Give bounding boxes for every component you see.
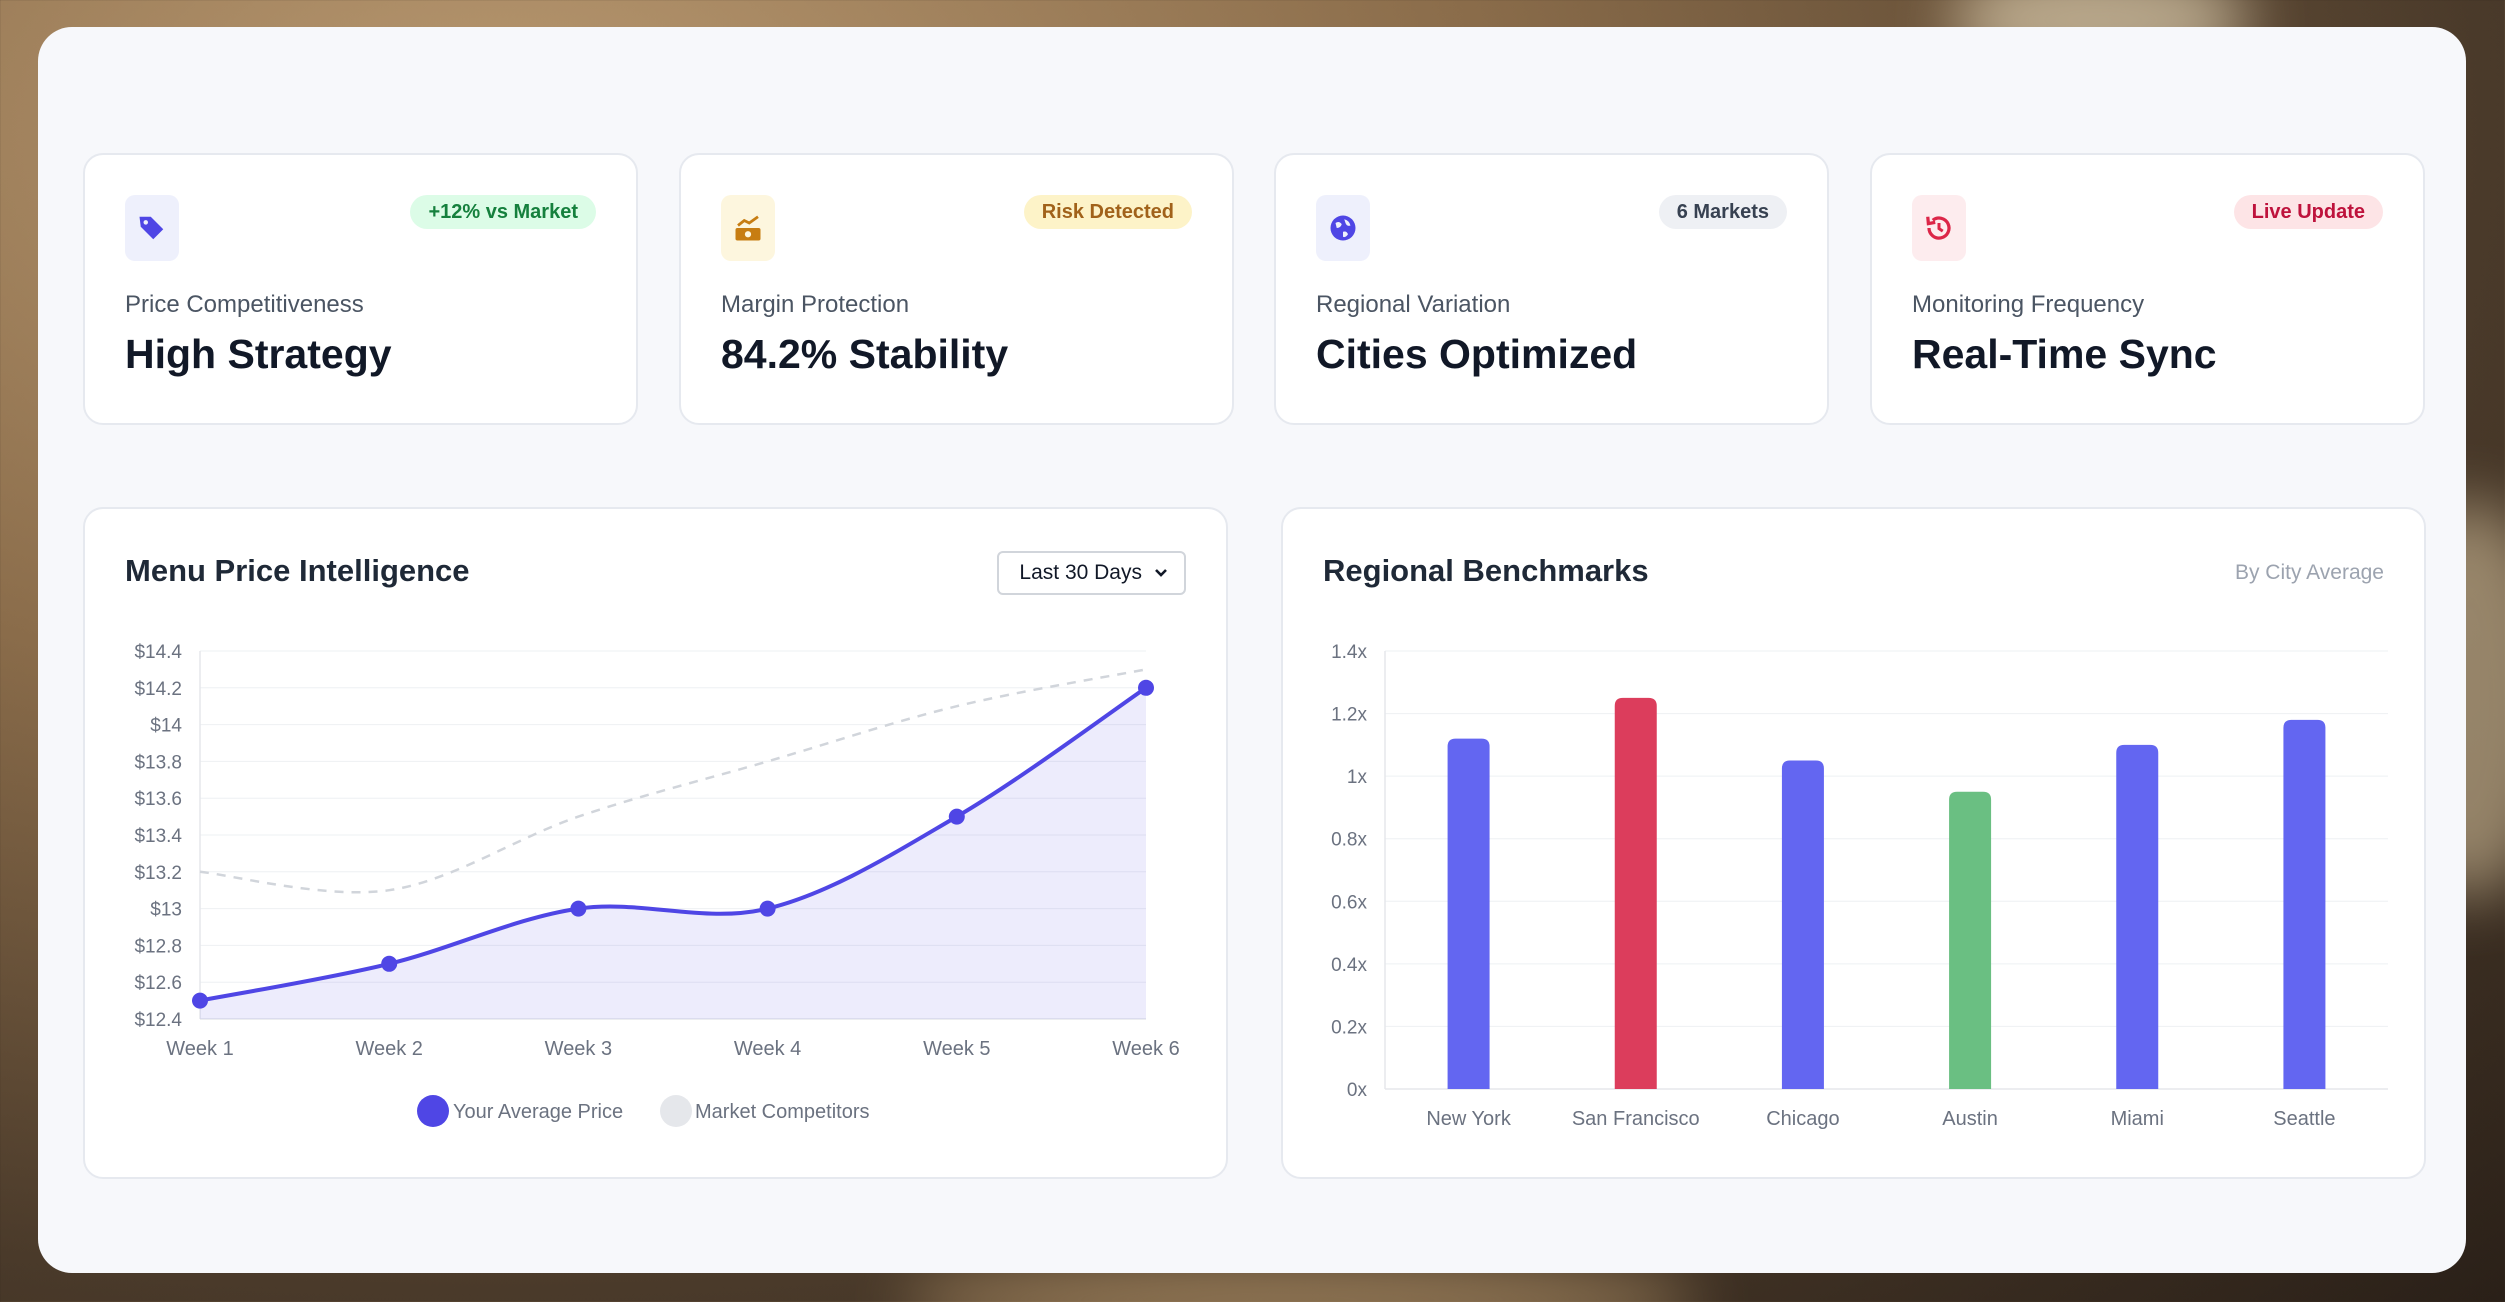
y-tick-label: 1.4x	[1331, 642, 1367, 663]
kpi-badge: +12% vs Market	[410, 195, 596, 229]
y-tick-label: $12.6	[134, 973, 182, 994]
x-tick-label: Week 4	[734, 1038, 801, 1060]
x-tick-label: Chicago	[1766, 1108, 1839, 1130]
kpi-badge: Live Update	[2233, 195, 2383, 229]
y-tick-label: 1x	[1347, 767, 1368, 788]
kpi-badge: Risk Detected	[1023, 195, 1192, 229]
y-tick-label: $13.2	[134, 863, 182, 884]
y-tick-label: 0.2x	[1331, 1017, 1367, 1038]
regional-benchmarks-card: Regional Benchmarks By City Average 1.4x…	[1281, 507, 2426, 1179]
legend-swatch-market-competitors	[660, 1095, 692, 1127]
data-point	[570, 900, 587, 917]
kpi-label: Regional Variation	[1316, 291, 1511, 318]
x-tick-label: Miami	[2111, 1108, 2164, 1130]
bar-miami	[2116, 744, 2159, 1089]
y-tick-label: $13.6	[134, 789, 182, 810]
bar-chicago	[1781, 760, 1824, 1089]
range-select[interactable]: Last 30 Days	[997, 551, 1186, 595]
y-tick-label: $14	[150, 716, 182, 737]
series-line-market-competitors	[199, 668, 1147, 894]
x-tick-label: San Francisco	[1572, 1108, 1700, 1130]
x-tick-label: Austin	[1942, 1108, 1998, 1130]
dashboard-panel: +12% vs Market Price Competitiveness Hig…	[38, 27, 2466, 1273]
card-title: Menu Price Intelligence	[125, 553, 470, 588]
y-tick-label: $12.4	[134, 1010, 182, 1031]
kpi-badge: 6 Markets	[1658, 195, 1787, 229]
kpi-value: 84.2% Stability	[721, 331, 1009, 377]
legend-label: Market Competitors	[695, 1101, 870, 1123]
y-tick-label: $14.4	[134, 642, 182, 663]
range-select-value: Last 30 Days	[1019, 561, 1142, 584]
kpi-card-monitoring-frequency: Live Update Monitoring Frequency Real-Ti…	[1870, 153, 2425, 425]
x-tick-label: New York	[1426, 1108, 1511, 1130]
y-tick-label: $12.8	[134, 936, 182, 957]
x-tick-label: Week 3	[545, 1038, 612, 1060]
y-tick-label: $14.2	[134, 679, 182, 700]
bar-san-francisco	[1614, 697, 1657, 1089]
y-tick-label: 0.8x	[1331, 830, 1367, 851]
kpi-value: Cities Optimized	[1316, 331, 1638, 377]
kpi-label: Price Competitiveness	[125, 291, 364, 318]
y-tick-label: $13	[150, 900, 182, 921]
chevron-down-icon	[1155, 569, 1167, 577]
legend-label: Your Average Price	[453, 1101, 623, 1123]
y-tick-label: $13.4	[134, 826, 182, 847]
price-intelligence-card: Menu Price Intelligence Last 30 Days $14…	[83, 507, 1228, 1179]
kpi-label: Monitoring Frequency	[1912, 291, 2145, 318]
card-title: Regional Benchmarks	[1323, 553, 1649, 588]
data-point	[759, 900, 776, 917]
tag-icon	[125, 195, 179, 261]
y-tick-label: $13.8	[134, 752, 182, 773]
legend-swatch-your-average-price	[417, 1095, 449, 1127]
y-tick-label: 0x	[1347, 1080, 1368, 1101]
x-tick-label: Week 2	[355, 1038, 422, 1060]
x-tick-label: Seattle	[2273, 1108, 2335, 1130]
bar-seattle	[2283, 719, 2326, 1089]
y-tick-label: 1.2x	[1331, 705, 1367, 726]
kpi-label: Margin Protection	[721, 291, 910, 318]
globe-icon	[1316, 195, 1370, 261]
kpi-card-regional-variation: 6 Markets Regional Variation Cities Opti…	[1274, 153, 1829, 425]
data-point	[381, 955, 398, 972]
x-tick-label: Week 5	[923, 1038, 990, 1060]
data-point	[948, 808, 965, 825]
bar-austin	[1949, 791, 1992, 1089]
kpi-card-margin-protection: Risk Detected Margin Protection 84.2% St…	[679, 153, 1234, 425]
kpi-card-price-competitiveness: +12% vs Market Price Competitiveness Hig…	[83, 153, 638, 425]
bar-new-york	[1447, 738, 1490, 1089]
line-chart: $14.4 $14.2 $14 $13.8 $13.6 $13.4 $13.2 $13 $12.…	[134, 642, 1180, 1127]
history-icon	[1912, 195, 1966, 261]
card-subtitle: By City Average	[2234, 561, 2384, 584]
data-point	[192, 992, 208, 1009]
x-tick-label: Week 1	[166, 1038, 233, 1060]
money-chart-icon	[721, 195, 775, 261]
kpi-value: High Strategy	[125, 331, 392, 377]
series-area-your-average-price	[200, 687, 1146, 1019]
bar-chart: 1.4x 1.2x 1x 0.8x 0.6x 0.4x 0.2x 0x New York San …	[1331, 642, 2388, 1130]
kpi-value: Real-Time Sync	[1912, 331, 2217, 377]
x-tick-label: Week 6	[1112, 1038, 1179, 1060]
y-tick-label: 0.4x	[1331, 955, 1367, 976]
data-point	[1138, 679, 1154, 696]
series-line-your-average-price	[199, 686, 1148, 1003]
y-tick-label: 0.6x	[1331, 892, 1367, 913]
